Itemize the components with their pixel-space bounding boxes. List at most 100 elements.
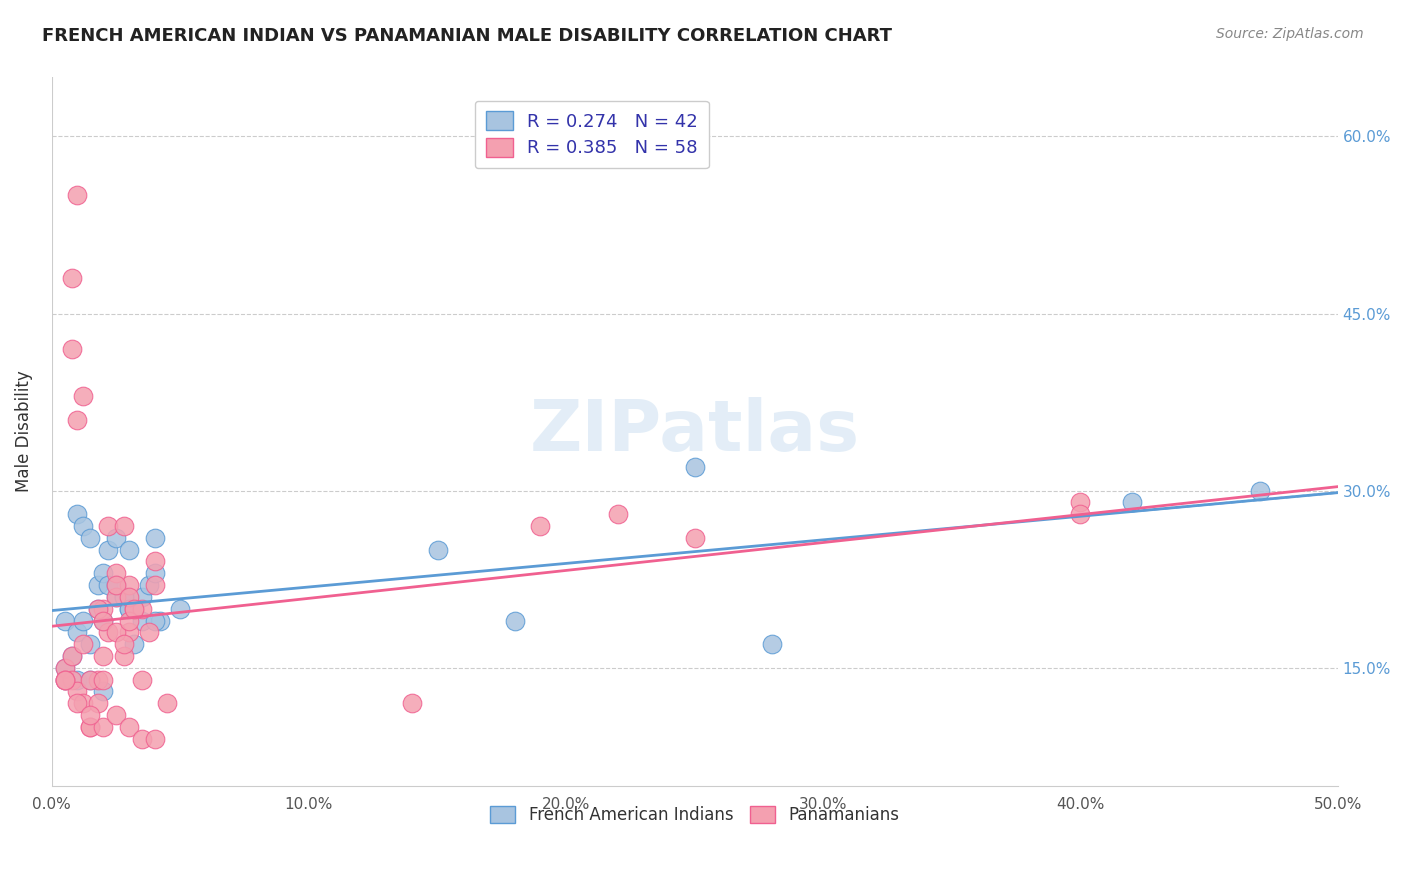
Point <box>97 542 120 557</box>
Point <box>87 696 110 710</box>
Point <box>143 614 166 628</box>
Point <box>91 614 114 628</box>
Point <box>105 531 128 545</box>
Point <box>72 519 94 533</box>
Point <box>97 519 120 533</box>
Point <box>105 566 128 581</box>
Point <box>66 625 89 640</box>
Point <box>91 720 114 734</box>
Point <box>91 648 114 663</box>
Point <box>122 637 145 651</box>
Point <box>53 661 76 675</box>
Point <box>105 590 128 604</box>
Point <box>53 673 76 687</box>
Point <box>131 601 153 615</box>
Point <box>72 637 94 651</box>
Point <box>118 578 141 592</box>
Point <box>97 625 120 640</box>
Point <box>761 637 783 651</box>
Point <box>60 342 83 356</box>
Point <box>138 578 160 592</box>
Point <box>91 684 114 698</box>
Point <box>143 731 166 746</box>
Point <box>131 731 153 746</box>
Point <box>79 531 101 545</box>
Point <box>156 696 179 710</box>
Y-axis label: Male Disability: Male Disability <box>15 371 32 492</box>
Point <box>1069 495 1091 509</box>
Point <box>112 637 135 651</box>
Point <box>72 389 94 403</box>
Point <box>131 673 153 687</box>
Text: FRENCH AMERICAN INDIAN VS PANAMANIAN MALE DISABILITY CORRELATION CHART: FRENCH AMERICAN INDIAN VS PANAMANIAN MAL… <box>42 27 893 45</box>
Point <box>60 648 83 663</box>
Point <box>53 673 76 687</box>
Point <box>79 673 101 687</box>
Point <box>97 578 120 592</box>
Point <box>122 601 145 615</box>
Point <box>112 590 135 604</box>
Point <box>529 519 551 533</box>
Point <box>60 648 83 663</box>
Point <box>79 720 101 734</box>
Point <box>683 460 706 475</box>
Point <box>91 614 114 628</box>
Point <box>1121 495 1143 509</box>
Point <box>1250 483 1272 498</box>
Point <box>131 590 153 604</box>
Point <box>91 673 114 687</box>
Point <box>112 590 135 604</box>
Point <box>503 614 526 628</box>
Point <box>66 413 89 427</box>
Legend: French American Indians, Panamanians: French American Indians, Panamanians <box>481 796 910 834</box>
Point <box>143 566 166 581</box>
Point <box>112 519 135 533</box>
Point <box>105 625 128 640</box>
Point <box>683 531 706 545</box>
Point <box>169 601 191 615</box>
Point <box>72 614 94 628</box>
Point <box>105 590 128 604</box>
Point <box>53 673 76 687</box>
Point <box>72 696 94 710</box>
Point <box>138 625 160 640</box>
Point <box>105 578 128 592</box>
Point <box>131 614 153 628</box>
Point <box>66 508 89 522</box>
Point <box>66 673 89 687</box>
Point <box>122 601 145 615</box>
Point <box>118 601 141 615</box>
Point <box>91 601 114 615</box>
Point <box>53 673 76 687</box>
Point <box>60 673 83 687</box>
Point <box>87 601 110 615</box>
Point <box>118 614 141 628</box>
Point <box>79 720 101 734</box>
Point <box>91 566 114 581</box>
Point <box>53 614 76 628</box>
Point <box>149 614 172 628</box>
Point <box>79 673 101 687</box>
Point <box>143 554 166 568</box>
Point <box>87 578 110 592</box>
Point <box>118 625 141 640</box>
Point <box>118 590 141 604</box>
Point <box>105 708 128 723</box>
Point <box>401 696 423 710</box>
Point <box>87 601 110 615</box>
Point <box>118 720 141 734</box>
Point <box>66 696 89 710</box>
Point <box>87 673 110 687</box>
Point <box>1069 508 1091 522</box>
Point <box>112 648 135 663</box>
Point <box>60 271 83 285</box>
Point <box>79 637 101 651</box>
Point <box>143 578 166 592</box>
Point <box>118 601 141 615</box>
Text: ZIPatlas: ZIPatlas <box>530 397 859 467</box>
Point <box>118 542 141 557</box>
Point <box>426 542 449 557</box>
Point <box>66 684 89 698</box>
Text: Source: ZipAtlas.com: Source: ZipAtlas.com <box>1216 27 1364 41</box>
Point <box>606 508 628 522</box>
